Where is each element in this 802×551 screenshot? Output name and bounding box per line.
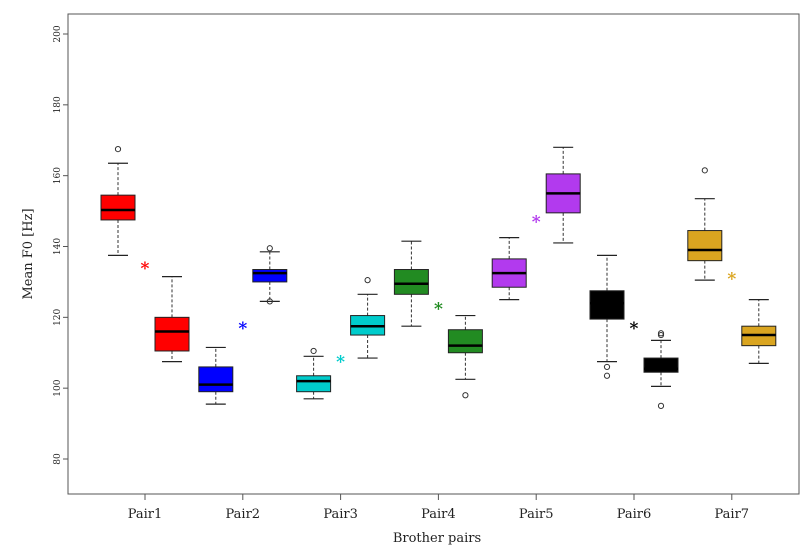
- x-tick: Pair4: [421, 494, 456, 522]
- outlier-point: [657, 331, 665, 339]
- box-group: *: [393, 240, 483, 399]
- x-tick-label: Pair4: [421, 507, 456, 522]
- box: [741, 299, 777, 364]
- y-tick-label: 80: [53, 453, 63, 465]
- box: [491, 237, 527, 301]
- iqr-box: [589, 290, 625, 320]
- box: [687, 167, 723, 281]
- iqr-box: [393, 269, 429, 295]
- iqr-box: [154, 316, 190, 352]
- outlier-point: [310, 347, 317, 355]
- outlier-point: [462, 392, 469, 399]
- box-group: *: [296, 277, 386, 400]
- box-group: *: [100, 146, 190, 363]
- box-group: *: [198, 245, 288, 405]
- outlier-point: [364, 277, 371, 284]
- box: [100, 146, 136, 256]
- outlier-point: [114, 146, 122, 153]
- significance-star: *: [532, 213, 541, 233]
- y-axis: 80 100 120 140 160 180 200: [53, 25, 68, 465]
- box-series: * * * * * * *: [100, 146, 777, 409]
- outlier-point: [266, 298, 273, 305]
- iqr-box: [198, 366, 234, 393]
- x-tick-label: Pair6: [617, 507, 652, 522]
- x-tick: Pair5: [519, 494, 554, 522]
- box: [589, 254, 625, 379]
- y-tick: 180: [53, 96, 68, 113]
- x-tick: Pair3: [323, 494, 358, 522]
- y-tick-label: 100: [53, 379, 63, 396]
- y-tick: 160: [53, 167, 68, 184]
- box-group: *: [491, 146, 581, 301]
- y-tick-label: 180: [53, 96, 63, 113]
- y-tick: 200: [53, 25, 68, 43]
- y-tick: 140: [53, 238, 68, 255]
- significance-star: *: [238, 319, 247, 339]
- x-tick: Pair2: [226, 494, 261, 522]
- plot-frame: [67, 13, 800, 495]
- y-axis-title: Mean F0 [Hz]: [21, 208, 36, 299]
- box: [393, 240, 429, 327]
- x-tick: Pair1: [128, 494, 163, 522]
- significance-star: *: [434, 299, 443, 319]
- box-group: *: [589, 254, 679, 409]
- outlier-point: [701, 167, 708, 174]
- x-tick-label: Pair1: [128, 507, 163, 522]
- box: [350, 277, 386, 359]
- significance-star: *: [141, 259, 150, 279]
- iqr-box: [687, 230, 723, 262]
- iqr-box: [100, 194, 136, 221]
- y-tick: 100: [53, 379, 68, 397]
- significance-star: *: [727, 269, 736, 289]
- y-tick: 80: [53, 453, 68, 465]
- box: [643, 330, 679, 409]
- box-group: *: [687, 167, 777, 364]
- box: [447, 314, 483, 399]
- box: [252, 245, 288, 305]
- box: [154, 276, 190, 363]
- x-axis-title: Brother pairs: [393, 531, 481, 546]
- x-axis: Pair1 Pair2 Pair3 Pair4 Pair5 Pair6 Pair7: [128, 494, 749, 522]
- iqr-box: [643, 357, 679, 373]
- y-tick-label: 200: [53, 25, 63, 42]
- outlier-point: [266, 245, 273, 252]
- x-tick: Pair7: [715, 494, 750, 522]
- x-tick-label: Pair7: [715, 507, 750, 522]
- x-tick-label: Pair2: [226, 507, 261, 522]
- x-tick-label: Pair3: [323, 507, 358, 522]
- x-tick-label: Pair5: [519, 507, 554, 522]
- outlier-point: [603, 372, 611, 379]
- outlier-point: [603, 363, 611, 371]
- significance-star: *: [630, 319, 639, 339]
- y-tick-label: 160: [53, 167, 63, 184]
- iqr-box: [252, 269, 288, 283]
- outlier-point: [657, 402, 665, 409]
- y-tick-label: 140: [53, 238, 63, 255]
- iqr-box: [296, 375, 332, 393]
- box: [545, 146, 581, 244]
- significance-star: *: [336, 353, 345, 373]
- iqr-box: [447, 329, 483, 354]
- y-tick-label: 120: [53, 308, 63, 325]
- box: [296, 347, 332, 400]
- outlier-point: [657, 330, 665, 337]
- y-tick: 120: [53, 308, 68, 326]
- box: [198, 346, 234, 405]
- x-tick: Pair6: [617, 494, 652, 522]
